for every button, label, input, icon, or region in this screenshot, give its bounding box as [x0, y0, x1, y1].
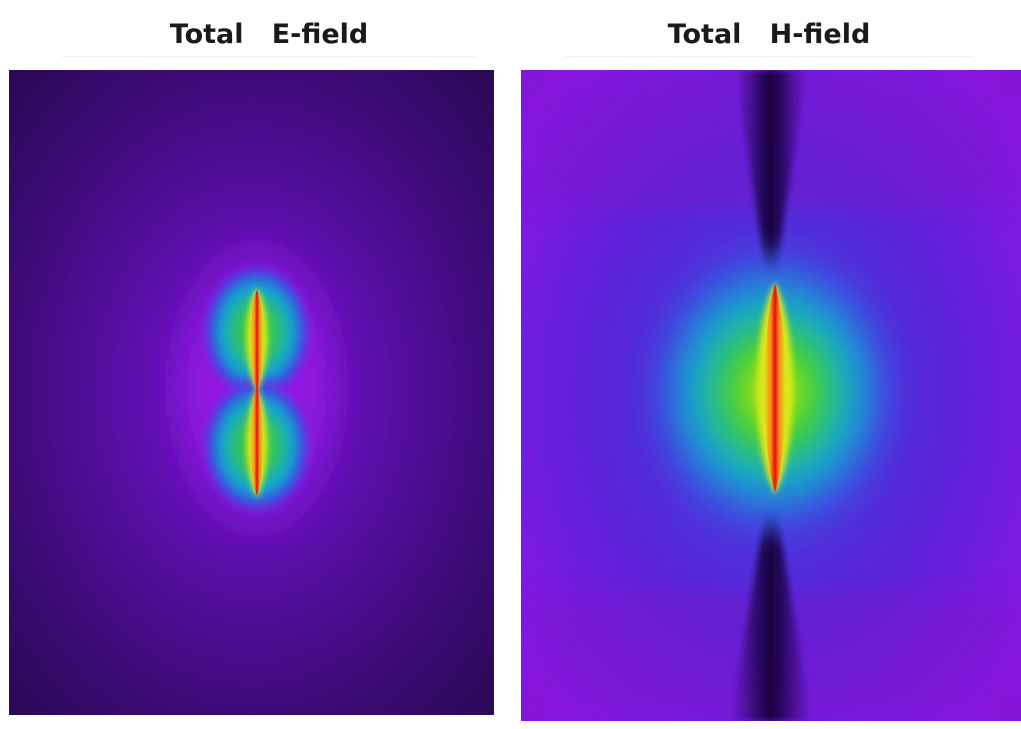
- h-field-heatmap: [521, 70, 1021, 721]
- h-dipole-core: [764, 284, 786, 492]
- e-field-plot: [9, 70, 494, 715]
- h-lower-null: [731, 500, 811, 721]
- e-field-heatmap: [9, 70, 494, 715]
- h-field-title: Total H-field: [565, 12, 973, 57]
- e-dipole-core: [250, 290, 264, 496]
- h-field-plot: [521, 70, 1021, 721]
- h-upper-null: [736, 70, 806, 280]
- e-field-title: Total E-field: [62, 12, 476, 57]
